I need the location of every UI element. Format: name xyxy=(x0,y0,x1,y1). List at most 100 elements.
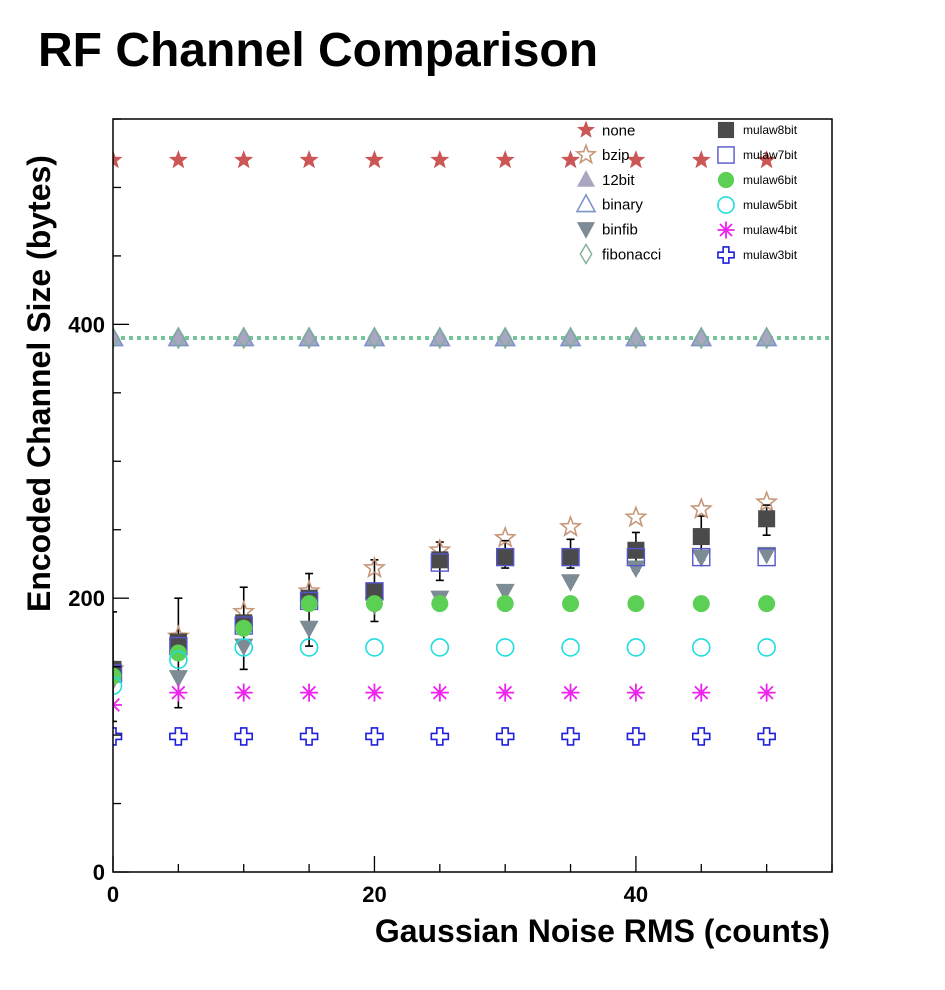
point-bzip xyxy=(362,555,387,579)
legend-marker-mulaw3bit xyxy=(717,246,735,264)
point-mulaw5bit xyxy=(757,638,776,657)
point-mulaw8bit xyxy=(627,541,645,559)
legend-marker-mulaw5bit xyxy=(717,196,735,214)
point-none xyxy=(626,150,646,169)
legend-label-bzip: bzip xyxy=(602,147,630,164)
y-tick-label: 200 xyxy=(68,586,105,611)
legend-label-fibonacci: fibonacci xyxy=(602,246,661,263)
x-tick-label: 20 xyxy=(362,882,386,907)
point-mulaw4bit xyxy=(234,683,253,702)
point-mulaw3bit xyxy=(234,727,254,746)
point-none xyxy=(234,150,254,169)
y-axis-title: Encoded Channel Size (bytes) xyxy=(21,155,57,612)
legend-label-12bit: 12bit xyxy=(602,172,635,189)
point-mulaw4bit xyxy=(757,683,776,702)
point-mulaw7bit xyxy=(495,547,515,567)
point-mulaw6bit xyxy=(431,595,449,613)
point-none xyxy=(495,150,515,169)
point-mulaw3bit xyxy=(757,727,776,746)
legend-marker-binfib xyxy=(576,222,596,239)
point-12bit xyxy=(757,328,777,346)
point-fibonacci xyxy=(759,326,774,350)
point-mulaw3bit xyxy=(365,727,384,746)
point-mulaw6bit xyxy=(496,595,514,613)
point-binfib xyxy=(495,583,515,602)
point-mulaw4bit xyxy=(169,683,188,702)
legend-label-mulaw5bit: mulaw5bit xyxy=(743,198,798,212)
legend-label-binary: binary xyxy=(602,197,643,214)
point-mulaw5bit xyxy=(365,638,384,657)
legend-marker-mulaw8bit xyxy=(717,121,735,139)
plot-frame xyxy=(112,118,833,873)
point-mulaw4bit xyxy=(365,683,384,702)
x-tick-label: 40 xyxy=(624,882,648,907)
legend-label-binfib: binfib xyxy=(602,221,638,238)
point-mulaw6bit xyxy=(169,644,187,662)
plot-area xyxy=(113,150,832,746)
point-fibonacci xyxy=(433,326,447,350)
point-fibonacci xyxy=(171,326,186,350)
point-mulaw6bit xyxy=(235,619,253,637)
point-mulaw4bit xyxy=(496,683,515,702)
point-binfib xyxy=(626,560,646,579)
point-mulaw3bit xyxy=(113,727,123,746)
point-none xyxy=(299,150,319,169)
point-fibonacci xyxy=(694,326,709,350)
point-mulaw6bit xyxy=(562,595,580,613)
point-bzip xyxy=(754,490,779,513)
legend: none bzip 12bit binary binfib fibonacci mulaw8… xyxy=(574,120,798,265)
point-mulaw5bit xyxy=(561,638,580,657)
point-mulaw6bit xyxy=(627,595,645,613)
chart-title: RF Channel Comparison xyxy=(38,24,599,77)
point-bzip xyxy=(689,496,713,520)
point-fibonacci xyxy=(367,326,382,350)
point-bzip xyxy=(624,505,648,528)
point-fibonacci xyxy=(563,326,578,350)
point-binfib xyxy=(757,546,777,565)
point-mulaw3bit xyxy=(495,727,515,746)
point-12bit xyxy=(364,328,384,346)
point-mulaw7bit xyxy=(113,664,123,683)
point-fibonacci xyxy=(113,326,120,350)
point-mulaw4bit xyxy=(430,683,449,702)
point-mulaw5bit xyxy=(169,650,188,670)
legend-label-mulaw3bit: mulaw3bit xyxy=(743,248,798,262)
legend-marker-binary xyxy=(575,193,597,213)
point-mulaw6bit xyxy=(300,595,318,613)
point-mulaw5bit xyxy=(234,638,254,657)
legend-marker-mulaw4bit xyxy=(717,221,735,239)
point-mulaw3bit xyxy=(169,727,188,746)
legend-label-mulaw6bit: mulaw6bit xyxy=(743,173,798,187)
point-binfib xyxy=(691,549,711,568)
point-binfib xyxy=(299,620,319,639)
point-mulaw5bit xyxy=(626,638,646,657)
point-mulaw3bit xyxy=(691,727,711,746)
legend-marker-mulaw7bit xyxy=(717,146,735,164)
point-none xyxy=(561,150,581,169)
point-fibonacci xyxy=(302,326,316,350)
legend-marker-fibonacci xyxy=(579,243,593,265)
point-mulaw8bit xyxy=(692,528,710,546)
point-mulaw5bit xyxy=(299,638,319,657)
point-fibonacci xyxy=(498,326,512,350)
point-mulaw8bit xyxy=(758,510,776,528)
point-mulaw3bit xyxy=(430,727,450,746)
point-mulaw8bit xyxy=(562,548,580,566)
point-mulaw6bit xyxy=(365,595,383,613)
point-mulaw7bit xyxy=(430,553,450,572)
point-mulaw7bit xyxy=(561,547,580,567)
x-tick-label: 0 xyxy=(107,882,119,907)
legend-marker-12bit xyxy=(576,170,596,187)
point-mulaw5bit xyxy=(691,638,711,657)
point-mulaw3bit xyxy=(561,727,580,746)
point-none xyxy=(113,150,123,169)
point-mulaw8bit xyxy=(365,582,383,600)
point-mulaw8bit xyxy=(431,551,449,569)
axes: 0 200 400 0 20 40 xyxy=(68,118,833,907)
point-mulaw8bit xyxy=(496,548,514,566)
point-mulaw4bit xyxy=(692,683,711,702)
point-bzip xyxy=(493,525,517,548)
legend-marker-bzip xyxy=(574,142,598,165)
point-mulaw6bit xyxy=(758,595,776,613)
